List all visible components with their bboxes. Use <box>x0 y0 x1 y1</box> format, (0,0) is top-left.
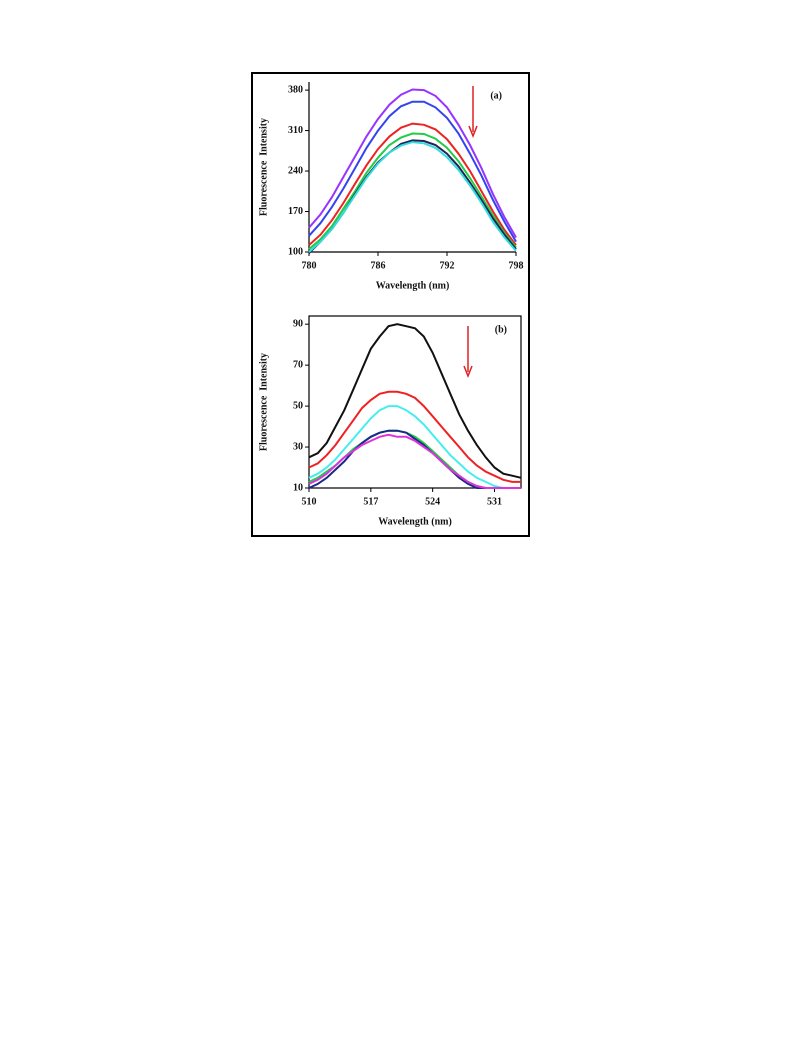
arrow-head <box>468 125 478 139</box>
y-tick-label: 100 <box>288 246 303 257</box>
x-tick-label: 524 <box>425 496 440 507</box>
y-tick-label: 30 <box>293 441 303 452</box>
series-line <box>308 390 521 483</box>
y-tick-label: 240 <box>288 165 303 176</box>
arrow-head <box>463 365 473 379</box>
x-axis-label: Wavelength (nm) <box>376 280 450 291</box>
x-tick-label: 510 <box>302 496 317 507</box>
x-tick-label: 786 <box>371 260 386 271</box>
x-tick-label: 798 <box>509 260 524 271</box>
y-axis-label: Fluorescence Intensity <box>258 353 269 451</box>
y-tick-label: 10 <box>293 482 303 493</box>
series-line <box>308 433 521 489</box>
y-tick-label: 380 <box>288 84 303 95</box>
x-tick-label: 780 <box>302 260 317 271</box>
plot-frame <box>308 315 522 489</box>
x-axis-label: Wavelength (nm) <box>378 516 452 527</box>
series-line <box>308 88 517 238</box>
y-axis-label: Fluorescence Intensity <box>258 118 269 216</box>
y-tick-label: 70 <box>293 359 303 370</box>
series-line <box>308 323 522 479</box>
panel-label: (a) <box>490 90 502 101</box>
series-line <box>308 100 517 243</box>
y-tick-label: 50 <box>293 400 303 411</box>
series-line <box>308 141 517 253</box>
x-tick-label: 792 <box>440 260 455 271</box>
x-tick-label: 531 <box>487 496 502 507</box>
x-tick-label: 517 <box>363 496 378 507</box>
series-line <box>308 122 517 246</box>
series-line <box>308 405 521 489</box>
series-line <box>308 132 517 250</box>
y-tick-label: 90 <box>293 318 303 329</box>
figure-frame <box>251 72 530 537</box>
y-tick-label: 310 <box>288 125 303 136</box>
y-tick-label: 170 <box>288 206 303 217</box>
panel-label: (b) <box>495 324 507 335</box>
